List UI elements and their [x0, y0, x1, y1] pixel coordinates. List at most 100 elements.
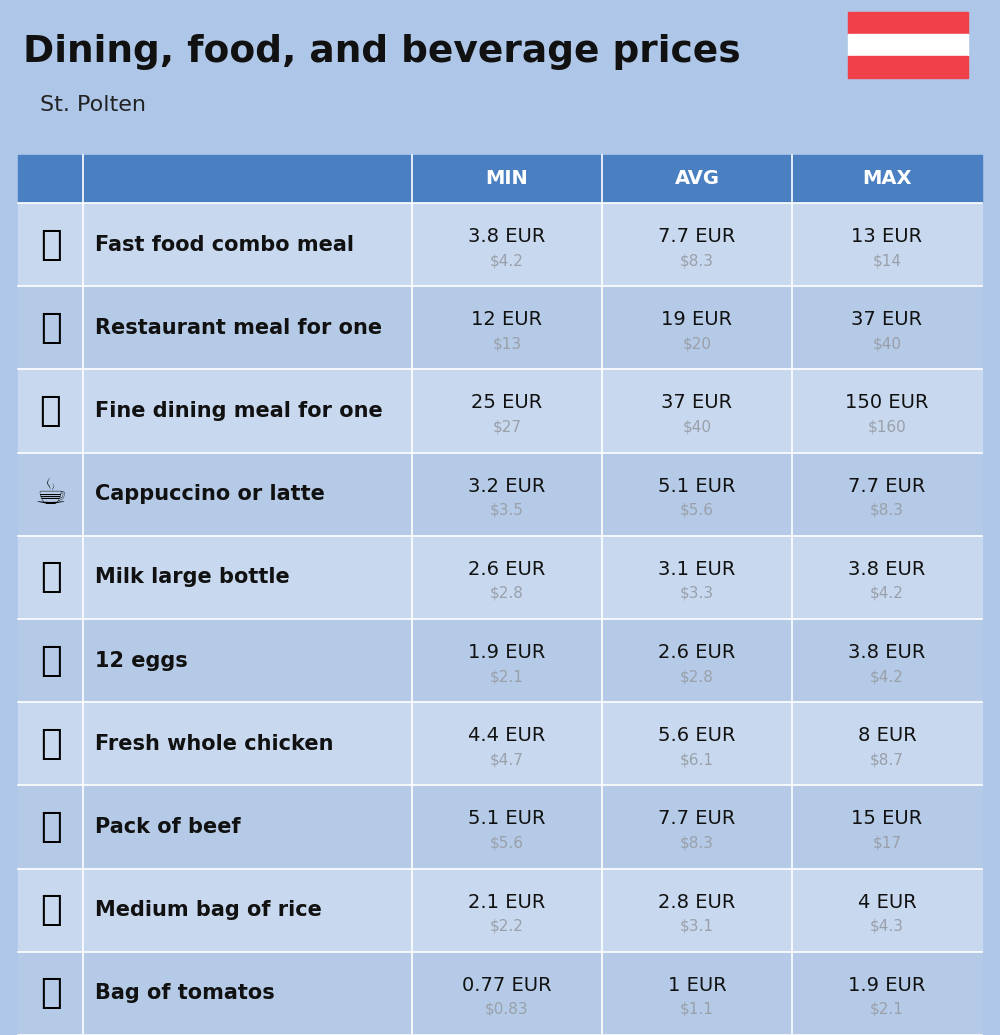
- Text: 150 EUR: 150 EUR: [845, 393, 929, 413]
- Bar: [18, 619, 982, 702]
- Text: $4.2: $4.2: [870, 586, 904, 601]
- Text: 🍔: 🍔: [40, 228, 61, 262]
- Text: $14: $14: [872, 254, 902, 268]
- Text: 3.1 EUR: 3.1 EUR: [658, 560, 736, 579]
- Text: 4.4 EUR: 4.4 EUR: [468, 727, 546, 745]
- Text: 25 EUR: 25 EUR: [471, 393, 543, 413]
- Text: $40: $40: [682, 419, 712, 435]
- Text: 3.8 EUR: 3.8 EUR: [468, 227, 546, 246]
- Text: 3.2 EUR: 3.2 EUR: [468, 477, 546, 496]
- Bar: [848, 56, 968, 78]
- Text: Medium bag of rice: Medium bag of rice: [95, 900, 322, 920]
- Text: 12 eggs: 12 eggs: [95, 651, 188, 671]
- Bar: [18, 155, 982, 203]
- Text: 7.7 EUR: 7.7 EUR: [658, 227, 736, 246]
- Text: 7.7 EUR: 7.7 EUR: [848, 477, 926, 496]
- Text: $4.3: $4.3: [870, 919, 904, 934]
- Text: ☕: ☕: [34, 477, 67, 511]
- Text: $8.7: $8.7: [870, 752, 904, 767]
- Text: Fast food combo meal: Fast food combo meal: [95, 235, 354, 255]
- Bar: [18, 287, 982, 369]
- Text: Milk large bottle: Milk large bottle: [95, 567, 290, 588]
- Text: $20: $20: [682, 336, 712, 351]
- Bar: [18, 952, 982, 1035]
- Text: St. Polten: St. Polten: [40, 95, 146, 115]
- Text: 7.7 EUR: 7.7 EUR: [658, 809, 736, 828]
- Text: MAX: MAX: [862, 170, 912, 188]
- Text: 0.77 EUR: 0.77 EUR: [462, 976, 552, 995]
- Text: Restaurant meal for one: Restaurant meal for one: [95, 318, 382, 337]
- Text: 13 EUR: 13 EUR: [851, 227, 923, 246]
- Bar: [848, 34, 968, 56]
- Text: 2.1 EUR: 2.1 EUR: [468, 893, 546, 912]
- Text: $2.2: $2.2: [490, 919, 524, 934]
- Text: $8.3: $8.3: [680, 254, 714, 268]
- Text: 🍚: 🍚: [40, 893, 61, 927]
- Text: $3.5: $3.5: [490, 503, 524, 518]
- Text: 1.9 EUR: 1.9 EUR: [848, 976, 926, 995]
- Text: 1 EUR: 1 EUR: [668, 976, 726, 995]
- Text: 🥚: 🥚: [40, 644, 61, 678]
- Text: 5.1 EUR: 5.1 EUR: [658, 477, 736, 496]
- Text: Fine dining meal for one: Fine dining meal for one: [95, 401, 383, 421]
- Text: 🥩: 🥩: [40, 810, 61, 844]
- Bar: [18, 536, 982, 619]
- Text: 🍅: 🍅: [40, 976, 61, 1010]
- Text: AVG: AVG: [674, 170, 720, 188]
- Text: $5.6: $5.6: [490, 835, 524, 851]
- Text: 🐔: 🐔: [40, 727, 61, 761]
- Text: 12 EUR: 12 EUR: [471, 310, 543, 329]
- Text: $4.2: $4.2: [870, 669, 904, 684]
- Text: Cappuccino or latte: Cappuccino or latte: [95, 484, 325, 504]
- Bar: [18, 868, 982, 952]
- Text: 8 EUR: 8 EUR: [858, 727, 916, 745]
- Bar: [18, 786, 982, 868]
- Text: $40: $40: [872, 336, 902, 351]
- Text: $13: $13: [492, 336, 522, 351]
- Text: $4.7: $4.7: [490, 752, 524, 767]
- Bar: [18, 203, 982, 287]
- Text: $27: $27: [492, 419, 522, 435]
- Text: $17: $17: [872, 835, 902, 851]
- Text: $3.1: $3.1: [680, 919, 714, 934]
- Text: $8.3: $8.3: [680, 835, 714, 851]
- Text: $2.1: $2.1: [870, 1002, 904, 1017]
- Text: 1.9 EUR: 1.9 EUR: [468, 643, 546, 662]
- Text: 37 EUR: 37 EUR: [661, 393, 733, 413]
- Text: 3.8 EUR: 3.8 EUR: [848, 560, 926, 579]
- Text: 15 EUR: 15 EUR: [851, 809, 923, 828]
- Text: $4.2: $4.2: [490, 254, 524, 268]
- Text: $8.3: $8.3: [870, 503, 904, 518]
- Text: 5.6 EUR: 5.6 EUR: [658, 727, 736, 745]
- Text: $1.1: $1.1: [680, 1002, 714, 1017]
- Text: $2.8: $2.8: [680, 669, 714, 684]
- Text: Fresh whole chicken: Fresh whole chicken: [95, 734, 334, 753]
- Text: MIN: MIN: [486, 170, 528, 188]
- Text: 19 EUR: 19 EUR: [661, 310, 733, 329]
- Text: 🍽️: 🍽️: [40, 394, 61, 428]
- Bar: [18, 369, 982, 452]
- Text: $5.6: $5.6: [680, 503, 714, 518]
- Text: $2.1: $2.1: [490, 669, 524, 684]
- Text: 2.6 EUR: 2.6 EUR: [468, 560, 546, 579]
- Text: Bag of tomatos: Bag of tomatos: [95, 983, 275, 1003]
- Text: $0.83: $0.83: [485, 1002, 529, 1017]
- Text: Pack of beef: Pack of beef: [95, 817, 241, 837]
- Bar: [0, 0, 1000, 155]
- Text: 37 EUR: 37 EUR: [851, 310, 923, 329]
- Bar: [848, 12, 968, 34]
- Text: 🥛: 🥛: [40, 560, 61, 594]
- Text: $6.1: $6.1: [680, 752, 714, 767]
- Bar: [18, 702, 982, 786]
- Text: 2.8 EUR: 2.8 EUR: [658, 893, 736, 912]
- Text: 2.6 EUR: 2.6 EUR: [658, 643, 736, 662]
- Text: Dining, food, and beverage prices: Dining, food, and beverage prices: [23, 34, 741, 70]
- Text: 5.1 EUR: 5.1 EUR: [468, 809, 546, 828]
- Text: $2.8: $2.8: [490, 586, 524, 601]
- Text: $160: $160: [868, 419, 906, 435]
- Text: 4 EUR: 4 EUR: [858, 893, 916, 912]
- Text: 🍳: 🍳: [40, 310, 61, 345]
- Text: $3.3: $3.3: [680, 586, 714, 601]
- Bar: [18, 452, 982, 536]
- Text: 3.8 EUR: 3.8 EUR: [848, 643, 926, 662]
